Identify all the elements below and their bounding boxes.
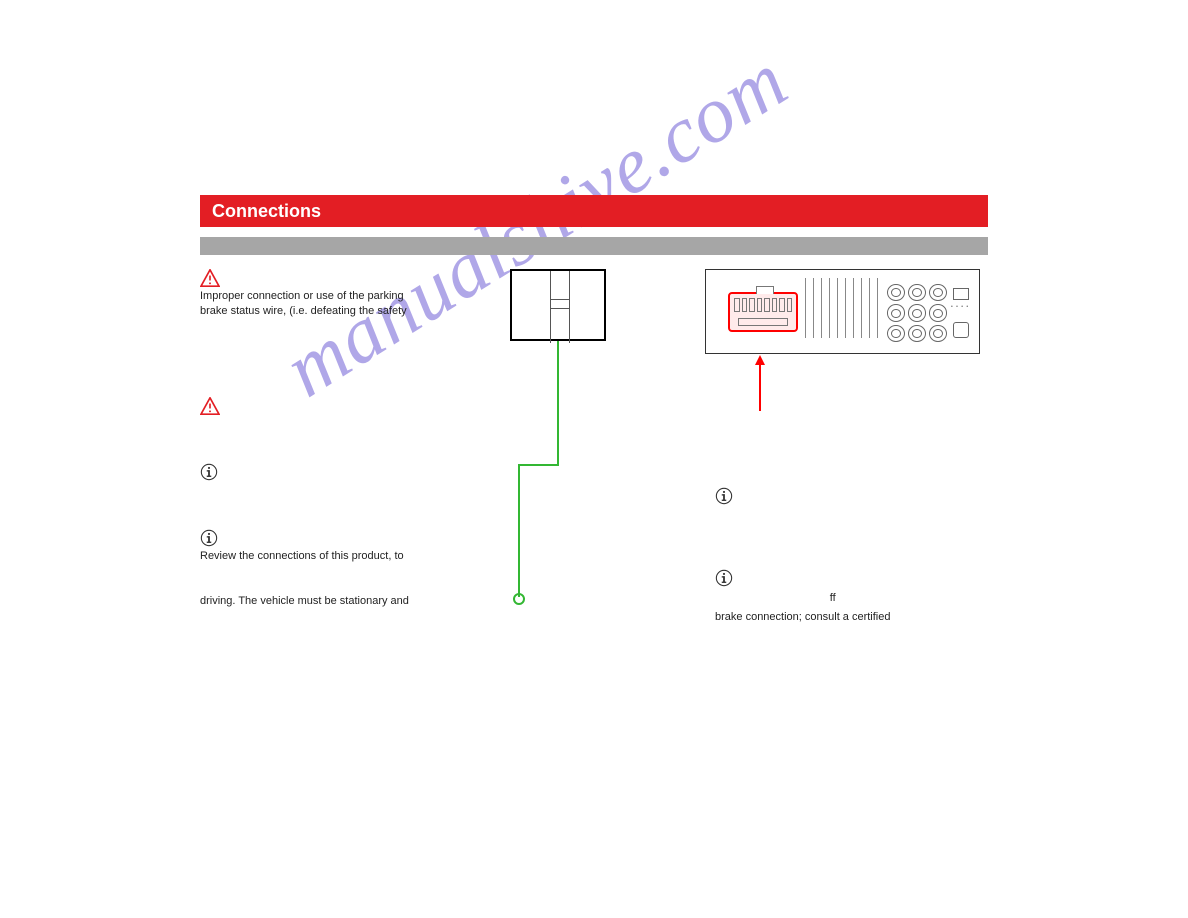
info-icon xyxy=(200,529,218,547)
device-rear-panel: • • • • xyxy=(705,269,980,354)
right-info-block-2: ff brake connection; consult a certified xyxy=(715,569,891,625)
info-icon xyxy=(715,487,733,505)
warning-block-2 xyxy=(200,397,420,415)
manual-page: Connections Improper connection or use o… xyxy=(200,195,988,715)
right-info-text-brake: brake connection; consult a certified xyxy=(715,610,891,625)
warning-icon xyxy=(200,269,220,287)
parking-brake-detail-box xyxy=(510,269,606,341)
info-text-2a: Review the connections of this product, … xyxy=(200,549,420,564)
warning-icon xyxy=(200,397,220,415)
content-area: Improper connection or use of the parkin… xyxy=(200,255,988,695)
warning-block-1: Improper connection or use of the parkin… xyxy=(200,269,420,319)
warning-text-1: Improper connection or use of the parkin… xyxy=(200,289,420,319)
green-wire-terminal xyxy=(513,593,525,605)
right-info-text-ff: ff xyxy=(775,591,891,606)
info-block-2: Review the connections of this product, … xyxy=(200,529,420,609)
red-callout-arrow xyxy=(755,355,757,411)
rca-output-grid xyxy=(887,284,947,342)
left-column: Improper connection or use of the parkin… xyxy=(200,269,420,626)
info-text-2b: driving. The vehicle must be stationary … xyxy=(200,594,420,609)
side-dots: • • • • xyxy=(951,304,971,310)
info-icon xyxy=(715,569,733,587)
right-info-block-1 xyxy=(715,487,733,505)
antenna-port xyxy=(953,322,969,338)
heatsink-vents xyxy=(805,278,883,338)
green-wire-path xyxy=(488,341,578,601)
info-icon xyxy=(200,463,218,481)
section-sub-bar xyxy=(200,237,988,255)
fuse-port xyxy=(953,288,969,300)
section-title: Connections xyxy=(212,201,321,222)
main-harness-connector xyxy=(728,292,798,332)
info-block-1 xyxy=(200,463,420,481)
section-title-bar: Connections xyxy=(200,195,988,227)
brake-lever-band xyxy=(550,299,570,309)
